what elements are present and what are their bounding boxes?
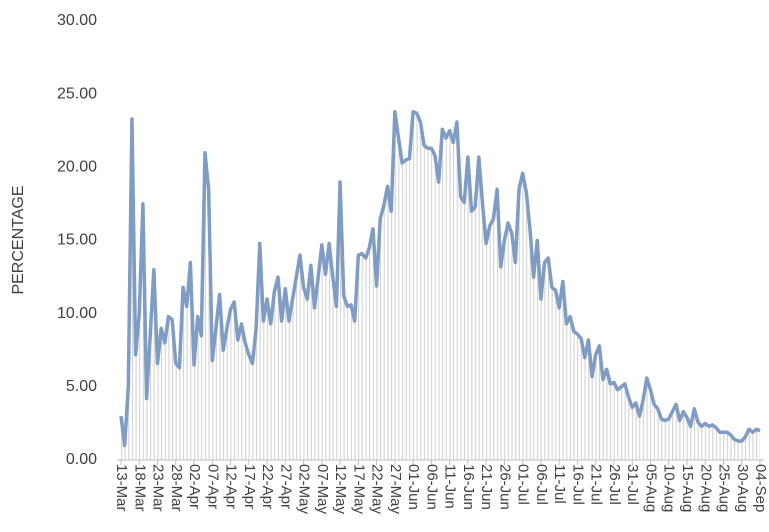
- y-axis-label: PERCENTAGE: [10, 185, 27, 294]
- area: [121, 111, 760, 460]
- x-tick-label: 12-May: [332, 464, 349, 515]
- x-tick-label: 22-May: [369, 464, 386, 515]
- x-tick-label: 23-Mar: [150, 464, 167, 512]
- x-tick-label: 27-Apr: [277, 464, 294, 509]
- x-tick-label: 26-Jun: [496, 464, 513, 510]
- x-tick-label: 11-Jun: [442, 464, 459, 509]
- y-tick-label: 5.00: [66, 378, 97, 395]
- x-tick-label: 01-Jul: [515, 464, 532, 505]
- x-tick-label: 07-Apr: [204, 464, 221, 509]
- x-tick-label: 02-Apr: [186, 464, 203, 509]
- x-tick-label: 13-Mar: [113, 464, 130, 512]
- line: [119, 109, 761, 448]
- x-tick-label: 01-Jun: [405, 464, 422, 510]
- x-tick-label: 11-Jul: [551, 464, 568, 504]
- x-tick-label: 27-May: [387, 464, 404, 515]
- x-tick-label: 10-Aug: [661, 464, 678, 512]
- x-tick-label: 06-Jun: [423, 464, 440, 510]
- x-tick-label: 22-Apr: [259, 464, 276, 509]
- x-tick-label: 16-Jun: [460, 464, 477, 510]
- y-tick-label: 10.00: [57, 305, 97, 322]
- x-tick-label: 25-Aug: [716, 464, 733, 512]
- y-tick-label: 0.00: [66, 451, 97, 468]
- x-tick-label: 31-Jul: [624, 464, 641, 505]
- y-tick-label: 30.00: [57, 12, 97, 29]
- x-tick-label: 02-May: [296, 464, 313, 515]
- x-tick-label: 20-Aug: [697, 464, 714, 512]
- x-tick-label: 21-Jun: [478, 464, 495, 510]
- x-tick-label: 16-Jul: [569, 464, 586, 505]
- x-tick-label: 30-Aug: [734, 464, 751, 512]
- x-tick-label: 15-Aug: [679, 464, 696, 512]
- y-tick-label: 20.00: [57, 159, 97, 176]
- x-tick-label: 28-Mar: [168, 464, 185, 512]
- x-tick-label: 21-Jul: [588, 464, 605, 505]
- x-tick-label: 18-Mar: [131, 464, 148, 512]
- x-tick-label: 26-Jul: [606, 464, 623, 505]
- x-tick-label: 05-Aug: [642, 464, 659, 512]
- x-tick-label: 17-Apr: [241, 464, 258, 509]
- x-tick-label: 06-Jul: [533, 464, 550, 505]
- x-tick-label: 12-Apr: [223, 464, 240, 509]
- x-tick-label: 04-Sep: [752, 464, 769, 512]
- x-tick-label: 17-May: [350, 464, 367, 515]
- y-tick-label: 15.00: [57, 232, 97, 249]
- y-tick-label: 25.00: [57, 85, 97, 102]
- x-tick-label: 07-May: [314, 464, 331, 515]
